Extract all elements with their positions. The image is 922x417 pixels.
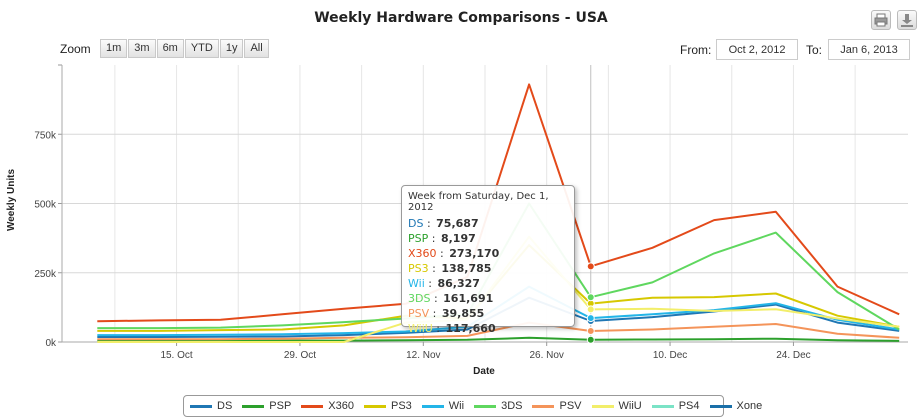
legend-label: DS	[217, 400, 233, 412]
series-line-x360[interactable]	[97, 83, 900, 323]
zoom-1m-button[interactable]: 1m	[100, 39, 128, 58]
legend-item-wii[interactable]: Wii	[421, 400, 465, 412]
to-label: To:	[806, 43, 823, 57]
highlight-marker-3ds	[586, 293, 595, 302]
tooltip-row: WiiU : 117,660	[408, 322, 496, 335]
series-line-psv[interactable]	[97, 321, 900, 341]
tooltip-series-name: X360	[408, 247, 437, 260]
y-tick-label: 750k	[34, 130, 57, 141]
legend-swatch	[709, 404, 732, 408]
tooltip-series-value: 161,691	[443, 292, 494, 305]
tooltip-row: Wii : 86,327	[408, 277, 480, 290]
zoom-label: Zoom	[60, 42, 91, 56]
tooltip-series-value: 75,687	[436, 217, 479, 230]
chart-title: Weekly Hardware Comparisons - USA	[314, 10, 608, 26]
legend-item-xone[interactable]: Xone	[709, 400, 763, 412]
legend-label: 3DS	[501, 400, 523, 412]
tooltip-series-name: PS3	[408, 262, 429, 275]
legend-swatch	[190, 404, 212, 408]
zoom-1y-button[interactable]: 1y	[219, 39, 244, 58]
tooltip-series-name: 3DS	[408, 292, 431, 305]
to-date-input[interactable]: Jan 6, 2013	[828, 39, 910, 60]
zoom-all-button[interactable]: All	[244, 39, 269, 58]
x-tick-label: 26. Nov	[529, 350, 563, 361]
legend-label: Xone	[736, 400, 763, 412]
legend-item-x360[interactable]: X360	[301, 400, 354, 412]
tooltip-series-name: PSV	[408, 307, 430, 320]
x-tick-label: 10. Dec	[653, 350, 687, 361]
highlight-marker-psp	[586, 335, 595, 344]
tooltip-row: PS3 : 138,785	[408, 262, 492, 275]
tooltip-header: Week from Saturday, Dec 1, 2012	[408, 191, 549, 213]
legend-label: PS4	[678, 400, 700, 412]
tooltip-series-name: DS	[408, 217, 424, 230]
y-tick-label: 250k	[34, 269, 57, 280]
zoom-3m-button[interactable]: 3m	[128, 39, 156, 58]
legend-item-3ds[interactable]: 3DS	[474, 400, 522, 412]
tooltip-row: DS : 75,687	[408, 217, 479, 230]
tooltip-row: PSP : 8,197	[408, 232, 476, 245]
tooltip-series-name: PSP	[408, 232, 429, 245]
tooltip-series-value: 273,170	[449, 247, 500, 260]
tooltip-series-name: Wii	[408, 277, 425, 290]
series-line-psp[interactable]	[97, 336, 900, 342]
legend-label: PS3	[391, 400, 412, 412]
legend-item-psp[interactable]: PSP	[242, 400, 291, 412]
x-axis-label: Date	[473, 366, 495, 377]
tooltip-series-name: WiiU	[408, 322, 433, 335]
from-label: From:	[680, 43, 712, 57]
tooltip-series-value: 138,785	[441, 262, 492, 275]
tooltip-series-value: 86,327	[437, 277, 480, 290]
legend-swatch	[242, 404, 265, 408]
tooltip-series-value: 39,855	[441, 307, 485, 320]
legend-swatch	[651, 404, 674, 408]
legend-label: PSP	[269, 400, 292, 412]
legend-item-ds[interactable]: DS	[190, 400, 232, 412]
print-button[interactable]	[871, 10, 891, 30]
zoom-ytd-button[interactable]: YTD	[184, 39, 219, 58]
zoom-6m-button[interactable]: 6m	[156, 39, 184, 58]
legend-label: WiiU	[618, 400, 642, 412]
y-tick-label: 0k	[45, 338, 57, 349]
legend-item-ps4[interactable]: PS4	[651, 400, 700, 412]
tooltip-row: PSV : 39,855	[408, 307, 485, 320]
zoom-buttons: 1m 3m 6m YTD 1y All	[100, 39, 270, 58]
y-tick-label: 500k	[34, 200, 57, 211]
x-tick-label: 15. Oct	[160, 350, 192, 361]
x-tick-label: 12. Nov	[406, 350, 440, 361]
legend-item-ps3[interactable]: PS3	[364, 400, 412, 412]
legend-swatch	[591, 404, 614, 408]
tooltip-row: X360 : 273,170	[408, 247, 500, 260]
highlight-marker-wii	[586, 314, 595, 323]
legend-item-wiiu[interactable]: WiiU	[591, 400, 642, 412]
legend-swatch	[474, 404, 497, 408]
legend-swatch	[421, 404, 444, 408]
download-icon	[901, 14, 913, 27]
tooltip-series-value: 117,660	[445, 322, 496, 335]
y-axis-label: Weekly Units	[6, 169, 17, 231]
highlight-markers	[586, 65, 595, 344]
highlight-marker-x360	[586, 262, 595, 271]
tooltip: Week from Saturday, Dec 1, 2012 DS : 75,…	[401, 185, 575, 335]
tooltip-series-value: 8,197	[440, 232, 476, 245]
highlight-marker-wiiu	[586, 305, 595, 314]
from-date-input[interactable]: Oct 2, 2012	[716, 39, 798, 60]
legend: DS PSP X360 PS3 Wii 3DS PSV WiiU PS4 Xone	[183, 395, 762, 417]
export-button[interactable]	[897, 10, 917, 30]
legend-item-psv[interactable]: PSV	[532, 400, 582, 412]
legend-swatch	[532, 404, 555, 408]
legend-label: PSV	[559, 400, 582, 412]
legend-swatch	[301, 404, 324, 408]
x-tick-label: 24. Dec	[776, 350, 810, 361]
legend-label: X360	[328, 400, 354, 412]
tooltip-row: 3DS : 161,691	[408, 292, 494, 305]
legend-label: Wii	[448, 400, 465, 412]
x-tick-label: 29. Oct	[284, 350, 316, 361]
print-icon	[874, 13, 888, 27]
legend-swatch	[364, 404, 386, 408]
highlight-marker-psv	[586, 326, 595, 335]
